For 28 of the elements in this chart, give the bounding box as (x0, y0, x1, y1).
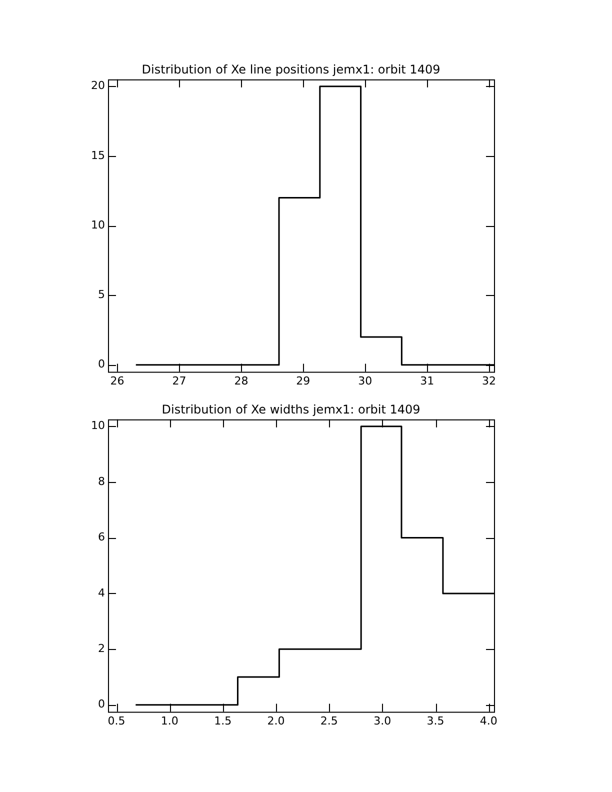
x-tick-label: 3.0 (374, 714, 392, 728)
y-tick-label: 0 (98, 358, 105, 371)
x-tick-label: 3.5 (426, 714, 444, 728)
x-tick-label: 29 (296, 374, 310, 388)
x-tick-label: 0.5 (108, 714, 126, 728)
y-tick-label: 10 (90, 218, 105, 232)
x-tick-label: 2.5 (320, 714, 338, 728)
x-tick-label: 28 (234, 374, 248, 388)
y-tick-label: 2 (98, 642, 105, 655)
y-tick-label: 0 (98, 698, 105, 711)
y-tick-label: 10 (90, 419, 105, 432)
y-tick-label: 15 (90, 148, 105, 162)
chart-title: Distribution of Xe line positions jemx1: orbit 1409 (142, 62, 440, 76)
x-tick-label: 1.0 (160, 714, 178, 728)
x-tick-label: 2.0 (267, 714, 285, 728)
x-tick-label: 27 (172, 374, 186, 388)
y-tick-label: 5 (98, 288, 105, 302)
x-tick-label: 31 (420, 374, 434, 388)
y-tick-label: 4 (98, 586, 105, 600)
y-tick-label: 20 (90, 79, 105, 92)
x-tick-label: 4.0 (480, 714, 498, 728)
x-tick-label: 30 (358, 374, 372, 388)
x-tick-label: 32 (482, 374, 496, 388)
y-tick-label: 8 (98, 474, 105, 488)
x-tick-label: 26 (110, 374, 124, 388)
y-tick-label: 6 (98, 530, 105, 544)
chart-title: Distribution of Xe widths jemx1: orbit 1409 (162, 402, 420, 416)
x-tick-label: 1.5 (214, 714, 232, 728)
